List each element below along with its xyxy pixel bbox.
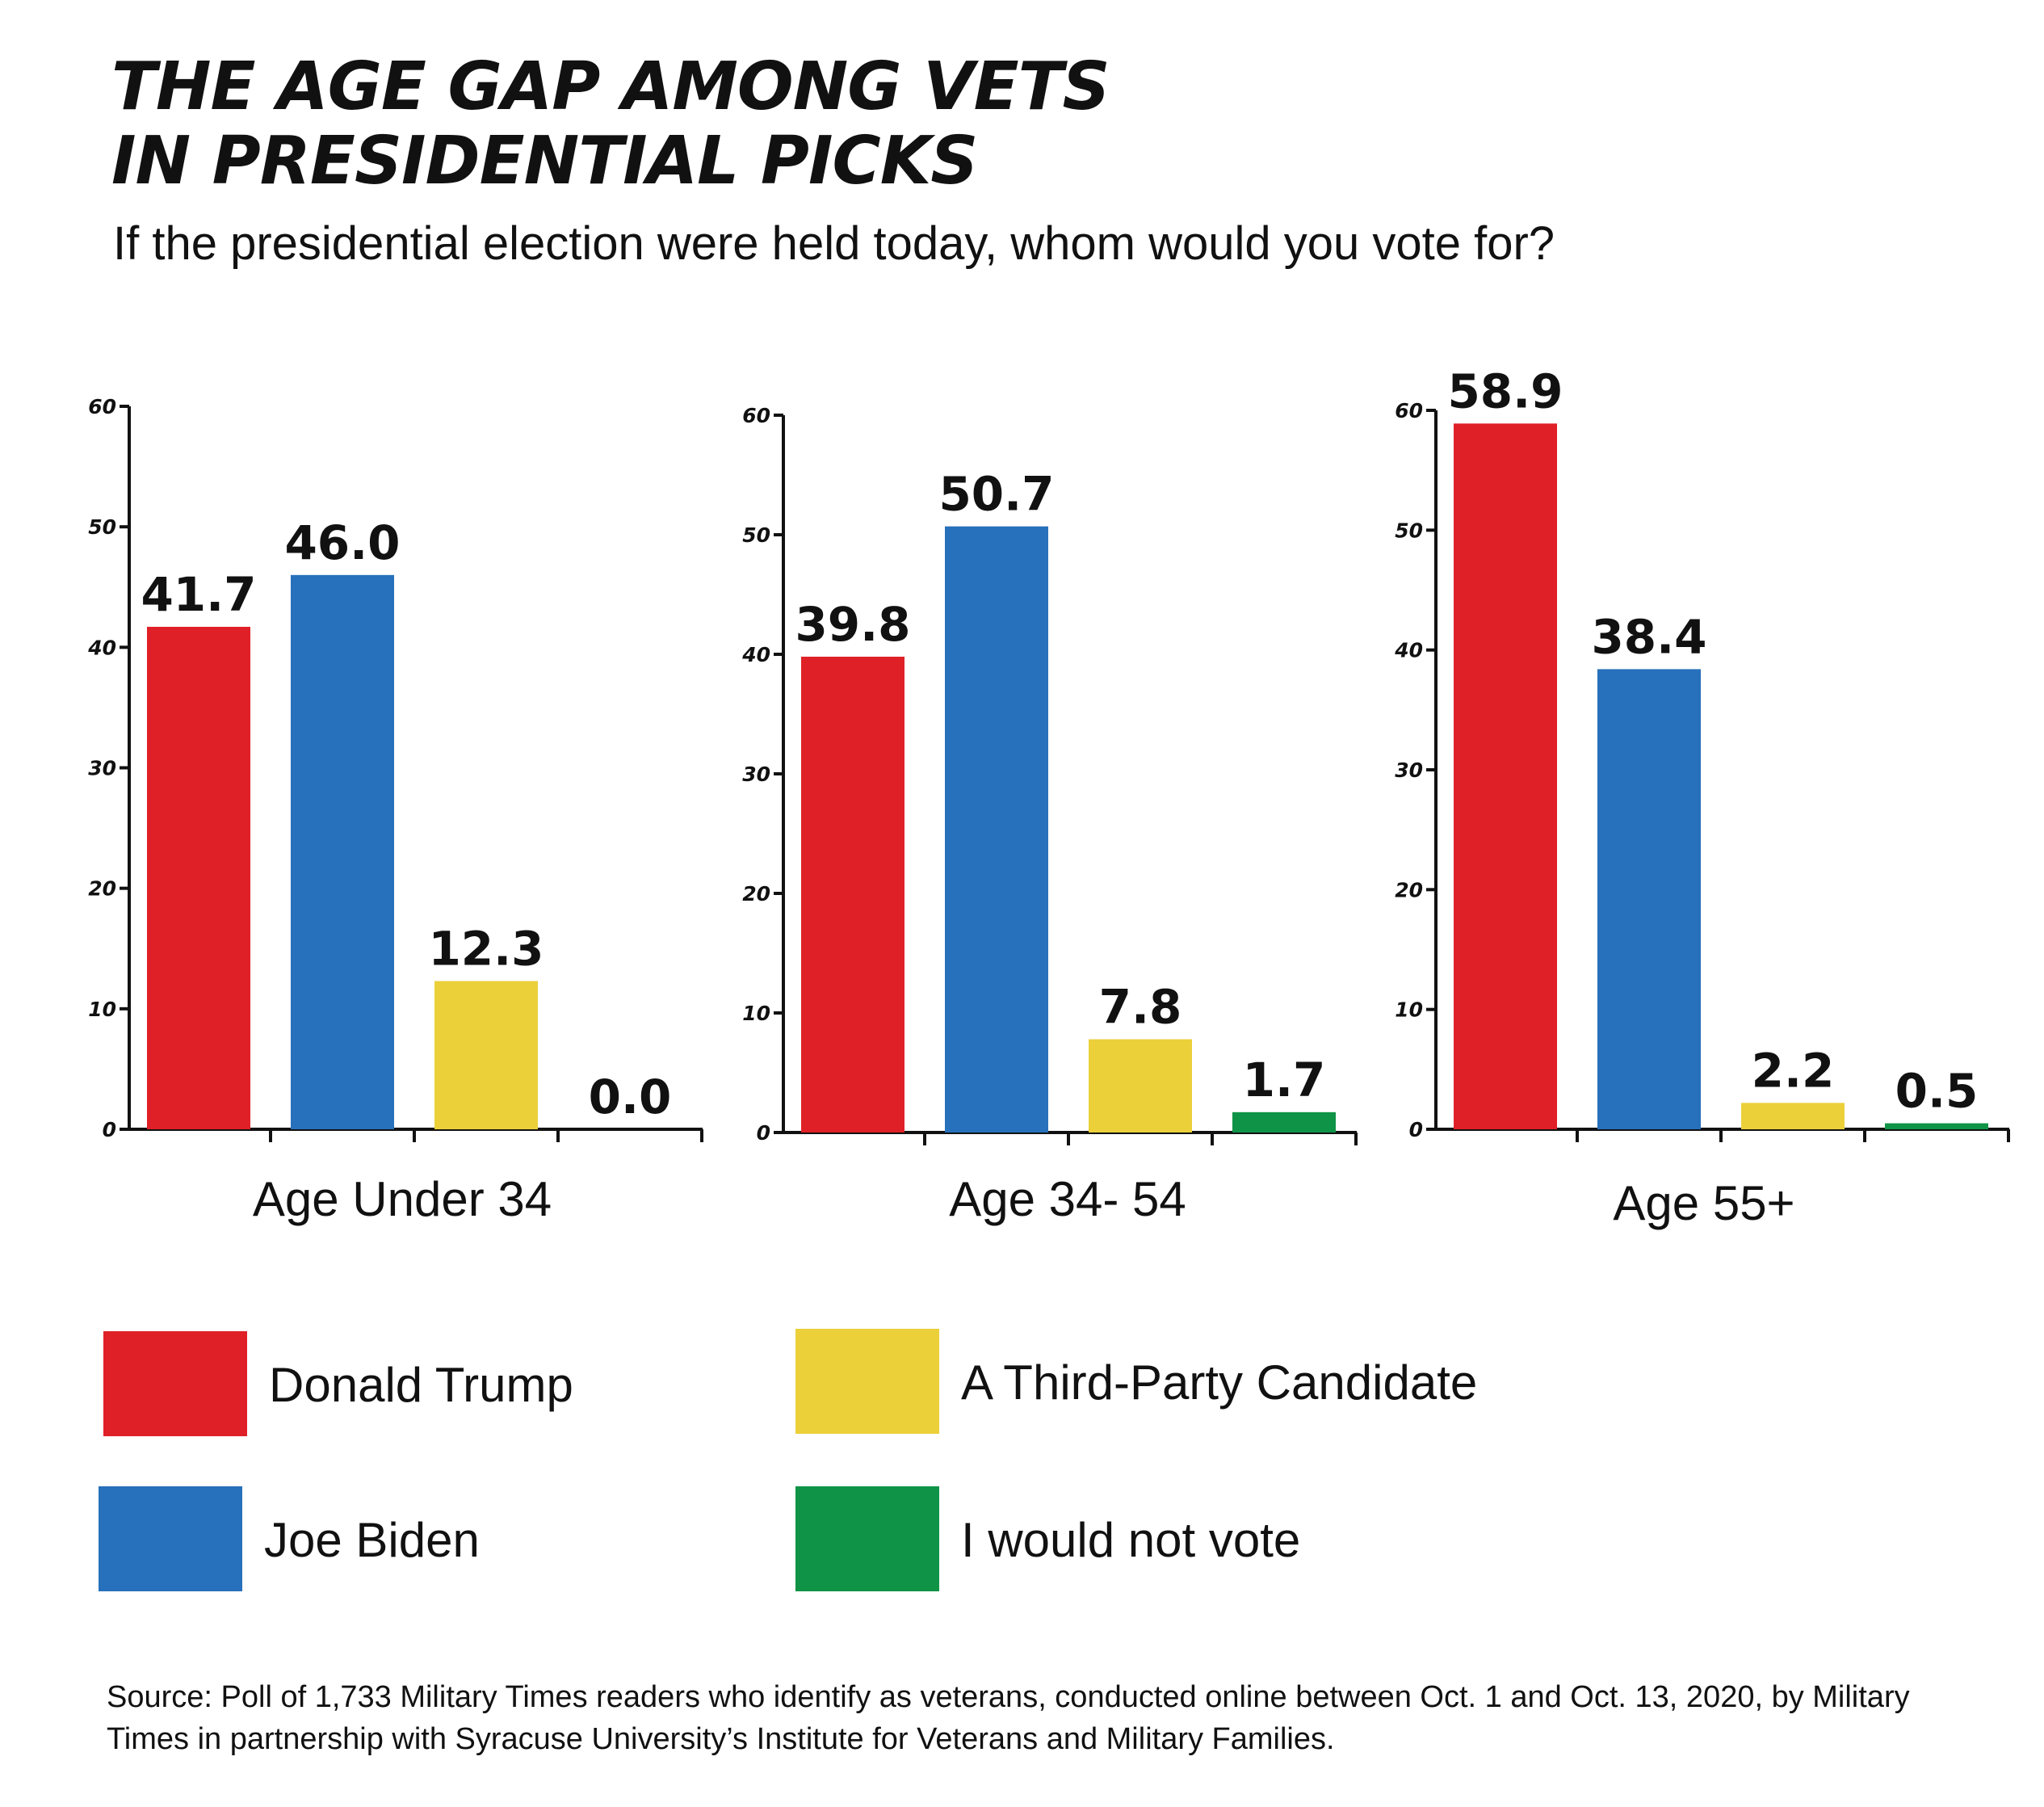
y-tick-label: 40	[1394, 639, 1423, 662]
y-tick-label: 40	[87, 636, 116, 659]
source-note: Source: Poll of 1,733 Military Times rea…	[107, 1680, 1910, 1756]
y-tick-label: 50	[1395, 519, 1423, 542]
y-tick-label: 40	[741, 643, 770, 666]
y-tick-label: 10	[1395, 998, 1423, 1022]
chart-title-line-2: IN PRESIDENTIAL PICKS	[111, 123, 978, 200]
legend-label-trump: Donald Trump	[269, 1358, 573, 1412]
x-axis-label: Age Under 34	[253, 1172, 552, 1226]
bar-joe-biden	[1597, 669, 1701, 1129]
value-label-donald-trump: 39.8	[795, 597, 910, 652]
bar-joe-biden	[291, 574, 394, 1129]
bar-joe-biden	[945, 526, 1048, 1133]
y-tick-label: 50	[742, 523, 770, 547]
legend-label-biden: Joe Biden	[264, 1513, 480, 1567]
y-tick-label: 20	[88, 877, 116, 901]
chart-subtitle: If the presidential election were held t…	[113, 217, 1555, 270]
bar-i-would-not-vote	[1885, 1123, 1988, 1129]
y-tick-label: 50	[88, 515, 116, 539]
value-label-i-would-not-vote: 1.7	[1243, 1053, 1326, 1107]
y-tick-label: 0	[757, 1121, 770, 1145]
legend-label-would-not-vote: I would not vote	[961, 1513, 1301, 1567]
x-axis-label: Age 34- 54	[949, 1172, 1186, 1226]
bar-a-third-party-candidate	[1741, 1103, 1845, 1129]
chart-title-line-1: THE AGE GAP AMONG VETS	[111, 48, 1110, 125]
y-tick-label: 30	[88, 757, 116, 780]
bar-donald-trump	[801, 656, 904, 1133]
y-tick-label: 0	[103, 1118, 116, 1141]
y-tick-label: 60	[88, 395, 116, 418]
value-label-i-would-not-vote: 0.0	[589, 1069, 672, 1124]
value-label-a-third-party-candidate: 2.2	[1752, 1043, 1835, 1098]
y-tick-label: 30	[742, 763, 770, 786]
value-label-joe-biden: 38.4	[1591, 609, 1706, 664]
chart-panel-age-55: 0 10 20 30 40 50 60 58.9 38.4 2.2 0.5 Age 55+	[1394, 364, 2010, 1230]
y-tick-label: 60	[742, 404, 770, 427]
y-tick-label: 10	[742, 1002, 770, 1025]
y-tick-label: 20	[742, 882, 770, 906]
value-label-donald-trump: 58.9	[1447, 364, 1563, 418]
bar-charts: 0 10 20 30 40 50 60 41.7 46.0 12.3 0.0 Age Under 34…	[87, 364, 2010, 1230]
value-label-a-third-party-candidate: 12.3	[428, 922, 544, 977]
y-tick-label: 20	[1395, 878, 1423, 901]
bar-donald-trump	[147, 626, 250, 1129]
bar-i-would-not-vote	[1232, 1112, 1336, 1133]
bar-a-third-party-candidate	[434, 981, 538, 1129]
value-label-joe-biden: 46.0	[284, 515, 400, 570]
chart-panel-age-34-54: 0 10 20 30 40 50 60 39.8 50.7 7.8 1.7 Age 34- 54	[741, 404, 1358, 1226]
legend-swatch-biden	[99, 1486, 242, 1591]
legend-swatch-third-party	[795, 1329, 939, 1434]
chart-title: THE AGE GAP AMONG VETS IN PRESIDENTIAL P…	[111, 50, 1110, 199]
bar-a-third-party-candidate	[1089, 1039, 1192, 1133]
value-label-a-third-party-candidate: 7.8	[1099, 980, 1182, 1035]
chart-panel-age-under-34: 0 10 20 30 40 50 60 41.7 46.0 12.3 0.0 Age Under 34	[87, 395, 703, 1226]
legend-label-third-party: A Third-Party Candidate	[961, 1355, 1478, 1410]
y-tick-label: 30	[1395, 759, 1423, 782]
value-label-joe-biden: 50.7	[938, 467, 1054, 522]
value-label-donald-trump: 41.7	[141, 567, 256, 622]
x-axis-label: Age 55+	[1613, 1176, 1794, 1230]
legend-swatch-trump	[103, 1331, 247, 1436]
legend-swatch-would-not-vote	[795, 1486, 939, 1591]
value-label-i-would-not-vote: 0.5	[1895, 1064, 1979, 1119]
bar-donald-trump	[1454, 423, 1557, 1129]
y-tick-label: 0	[1409, 1118, 1423, 1141]
y-tick-label: 10	[88, 998, 116, 1021]
y-tick-label: 60	[1395, 399, 1423, 422]
